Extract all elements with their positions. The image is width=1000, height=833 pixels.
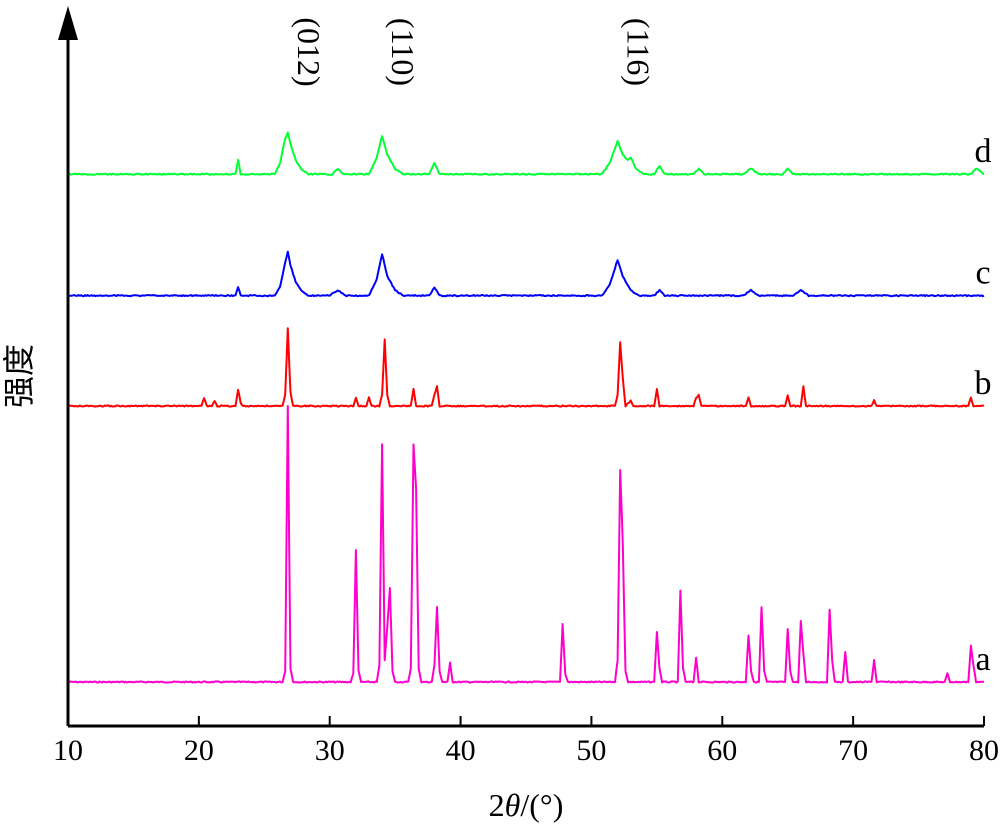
peak-label: (110) (385, 18, 421, 86)
x-tick-label: 40 (446, 734, 476, 767)
x-ticks: 10 20 30 40 50 60 70 80 (53, 716, 999, 767)
series-curves (67, 131, 985, 684)
curve-label-a: a (975, 641, 990, 678)
x-tick-label: 70 (838, 734, 868, 767)
x-tick-label: 10 (53, 734, 83, 767)
peak-annotations: (012) (110) (116) (291, 17, 657, 86)
y-axis-title: 强度 (1, 344, 37, 408)
x-axis-title: 2θ/(°) (489, 787, 564, 823)
curve-label-b: b (975, 365, 992, 402)
y-axis-arrow-icon (58, 6, 78, 40)
curve-label-c: c (975, 255, 990, 292)
x-tick-label: 50 (576, 734, 606, 767)
series-b-line (67, 327, 985, 408)
series-c-line (67, 250, 985, 298)
peak-label: (116) (621, 18, 657, 86)
x-axis-title-prefix: 2 (489, 787, 505, 823)
x-tick-label: 20 (184, 734, 214, 767)
series-d-line (67, 131, 985, 176)
axes (58, 6, 984, 728)
curve-labels: a b c d (975, 133, 992, 678)
series-a-line (67, 405, 985, 684)
x-axis-title-suffix: /(°) (520, 787, 563, 823)
curve-label-d: d (975, 133, 992, 170)
x-tick-label: 80 (969, 734, 999, 767)
peak-label: (012) (291, 17, 327, 86)
x-axis-title-symbol: θ (505, 787, 521, 823)
x-tick-label: 60 (707, 734, 737, 767)
x-tick-label: 30 (315, 734, 345, 767)
